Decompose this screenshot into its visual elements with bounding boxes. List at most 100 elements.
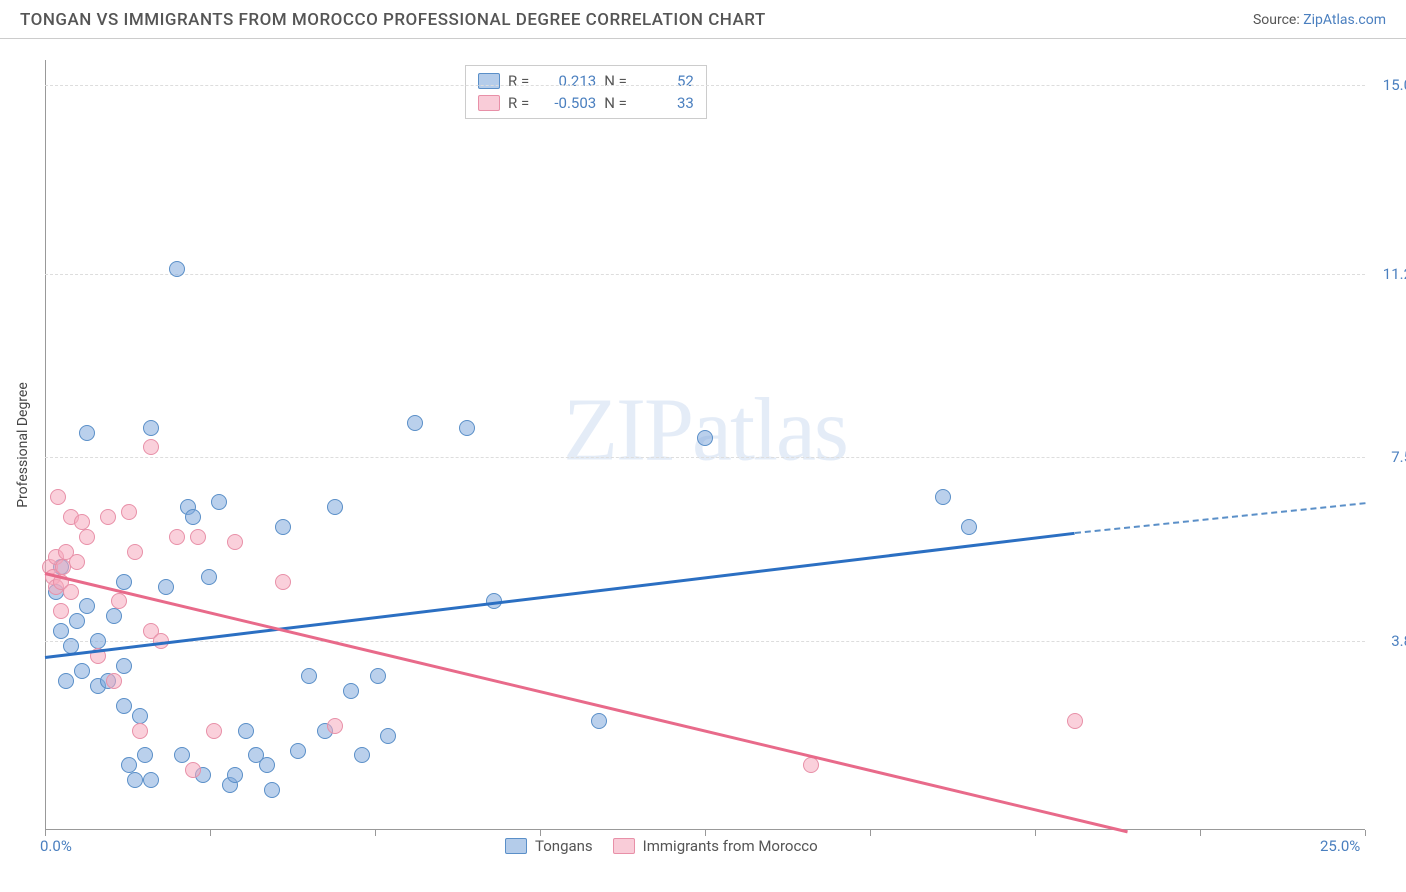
- data-point-blue: [697, 430, 713, 446]
- chart-header: TONGAN VS IMMIGRANTS FROM MOROCCO PROFES…: [0, 0, 1406, 39]
- gridline: [45, 457, 1365, 458]
- data-point-blue: [143, 772, 159, 788]
- data-point-blue: [301, 668, 317, 684]
- data-point-blue: [158, 579, 174, 595]
- data-point-blue: [459, 420, 475, 436]
- data-point-pink: [206, 723, 222, 739]
- legend-item-morocco: Immigrants from Morocco: [613, 837, 818, 855]
- swatch-pink-icon: [613, 838, 635, 854]
- data-point-blue: [116, 658, 132, 674]
- source-link[interactable]: ZipAtlas.com: [1303, 12, 1386, 28]
- data-point-pink: [79, 529, 95, 545]
- swatch-blue-icon: [505, 838, 527, 854]
- data-point-blue: [58, 673, 74, 689]
- gridline: [45, 641, 1365, 642]
- data-point-blue: [53, 623, 69, 639]
- xtick: [1035, 830, 1036, 836]
- data-point-blue: [174, 747, 190, 763]
- data-point-pink: [74, 514, 90, 530]
- data-point-pink: [185, 762, 201, 778]
- trend-line: [45, 532, 1075, 659]
- data-point-blue: [169, 261, 185, 277]
- data-point-pink: [100, 509, 116, 525]
- y-axis-label: Professional Degree: [15, 382, 31, 508]
- data-point-blue: [185, 509, 201, 525]
- xtick-label: 0.0%: [40, 837, 72, 855]
- data-point-blue: [238, 723, 254, 739]
- data-point-blue: [90, 633, 106, 649]
- data-point-blue: [79, 425, 95, 441]
- source-prefix: Source:: [1253, 12, 1303, 28]
- data-point-blue: [380, 728, 396, 744]
- xtick: [1365, 830, 1366, 836]
- data-point-blue: [354, 747, 370, 763]
- data-point-pink: [127, 544, 143, 560]
- ytick-label: 11.2%: [1383, 265, 1406, 283]
- legend-label: Tongans: [535, 837, 593, 855]
- chart-plot-area: Professional Degree ZIPatlas R = 0.213 N…: [45, 60, 1365, 830]
- gridline: [45, 85, 1365, 86]
- data-point-blue: [201, 569, 217, 585]
- data-point-blue: [79, 598, 95, 614]
- data-point-pink: [63, 584, 79, 600]
- gridline: [45, 274, 1365, 275]
- xtick: [540, 830, 541, 836]
- data-point-blue: [961, 519, 977, 535]
- series-legend: Tongans Immigrants from Morocco: [505, 837, 818, 855]
- xtick: [375, 830, 376, 836]
- data-point-blue: [935, 489, 951, 505]
- data-point-pink: [111, 593, 127, 609]
- data-point-pink: [106, 673, 122, 689]
- data-point-pink: [132, 723, 148, 739]
- scatter-plot: [45, 60, 1365, 830]
- data-point-blue: [127, 772, 143, 788]
- ytick-label: 3.8%: [1391, 632, 1406, 650]
- xtick: [870, 830, 871, 836]
- legend-label: Immigrants from Morocco: [643, 837, 818, 855]
- data-point-pink: [53, 603, 69, 619]
- data-point-blue: [116, 574, 132, 590]
- data-point-blue: [407, 415, 423, 431]
- data-point-blue: [343, 683, 359, 699]
- data-point-pink: [69, 554, 85, 570]
- data-point-blue: [132, 708, 148, 724]
- data-point-blue: [227, 767, 243, 783]
- data-point-pink: [1067, 713, 1083, 729]
- data-point-pink: [275, 574, 291, 590]
- data-point-pink: [143, 439, 159, 455]
- data-point-blue: [370, 668, 386, 684]
- data-point-blue: [69, 613, 85, 629]
- data-point-blue: [259, 757, 275, 773]
- ytick-label: 15.0%: [1383, 76, 1406, 94]
- data-point-blue: [106, 608, 122, 624]
- data-point-pink: [121, 504, 137, 520]
- data-point-pink: [169, 529, 185, 545]
- data-point-pink: [227, 534, 243, 550]
- data-point-pink: [50, 489, 66, 505]
- data-point-blue: [290, 743, 306, 759]
- xtick: [705, 830, 706, 836]
- data-point-pink: [190, 529, 206, 545]
- trend-line: [45, 572, 1128, 833]
- data-point-blue: [275, 519, 291, 535]
- data-point-blue: [211, 494, 227, 510]
- trend-line: [1074, 502, 1365, 534]
- chart-title: TONGAN VS IMMIGRANTS FROM MOROCCO PROFES…: [20, 10, 766, 30]
- data-point-blue: [327, 499, 343, 515]
- xtick: [210, 830, 211, 836]
- data-point-blue: [116, 698, 132, 714]
- chart-source: Source: ZipAtlas.com: [1253, 12, 1386, 28]
- xtick: [1200, 830, 1201, 836]
- data-point-blue: [137, 747, 153, 763]
- data-point-blue: [143, 420, 159, 436]
- data-point-blue: [264, 782, 280, 798]
- data-point-pink: [803, 757, 819, 773]
- data-point-blue: [74, 663, 90, 679]
- xtick-label: 25.0%: [1320, 837, 1360, 855]
- data-point-blue: [591, 713, 607, 729]
- xtick: [45, 830, 46, 836]
- data-point-blue: [121, 757, 137, 773]
- data-point-pink: [327, 718, 343, 734]
- ytick-label: 7.5%: [1391, 448, 1406, 466]
- legend-item-tongans: Tongans: [505, 837, 593, 855]
